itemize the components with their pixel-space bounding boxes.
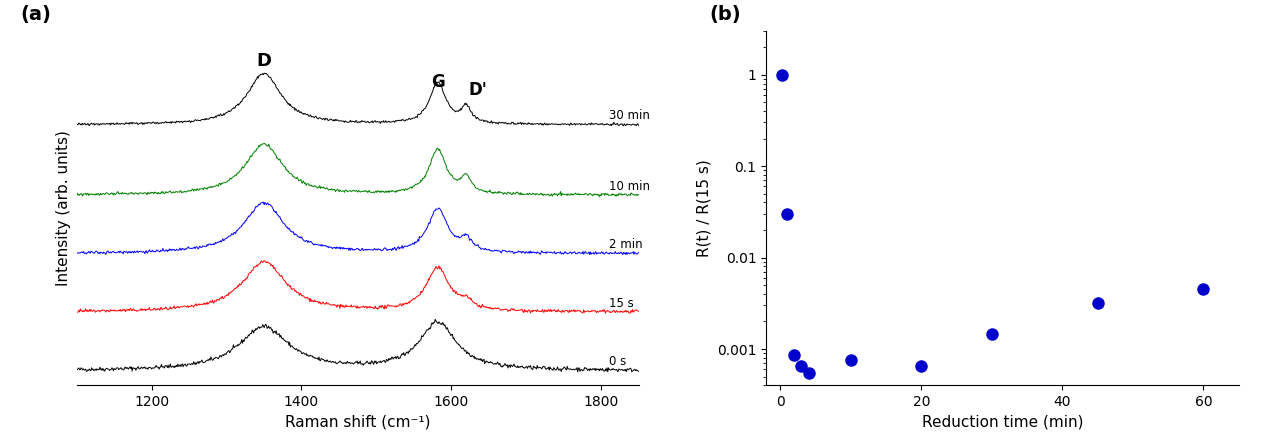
- Text: (b): (b): [710, 5, 741, 24]
- Text: G: G: [432, 73, 446, 91]
- Text: 30 min: 30 min: [609, 109, 650, 122]
- Text: (a): (a): [20, 5, 51, 24]
- Text: 2 min: 2 min: [609, 238, 642, 251]
- Text: 10 min: 10 min: [609, 180, 650, 193]
- Text: D': D': [469, 81, 488, 99]
- X-axis label: Reduction time (min): Reduction time (min): [922, 415, 1083, 430]
- Y-axis label: Intensity (arb. units): Intensity (arb. units): [56, 130, 72, 286]
- Text: 15 s: 15 s: [609, 297, 633, 310]
- Text: 0 s: 0 s: [609, 355, 626, 369]
- X-axis label: Raman shift (cm⁻¹): Raman shift (cm⁻¹): [285, 415, 430, 430]
- Y-axis label: R(t) / R(15 s): R(t) / R(15 s): [696, 159, 711, 257]
- Text: D: D: [257, 52, 272, 70]
